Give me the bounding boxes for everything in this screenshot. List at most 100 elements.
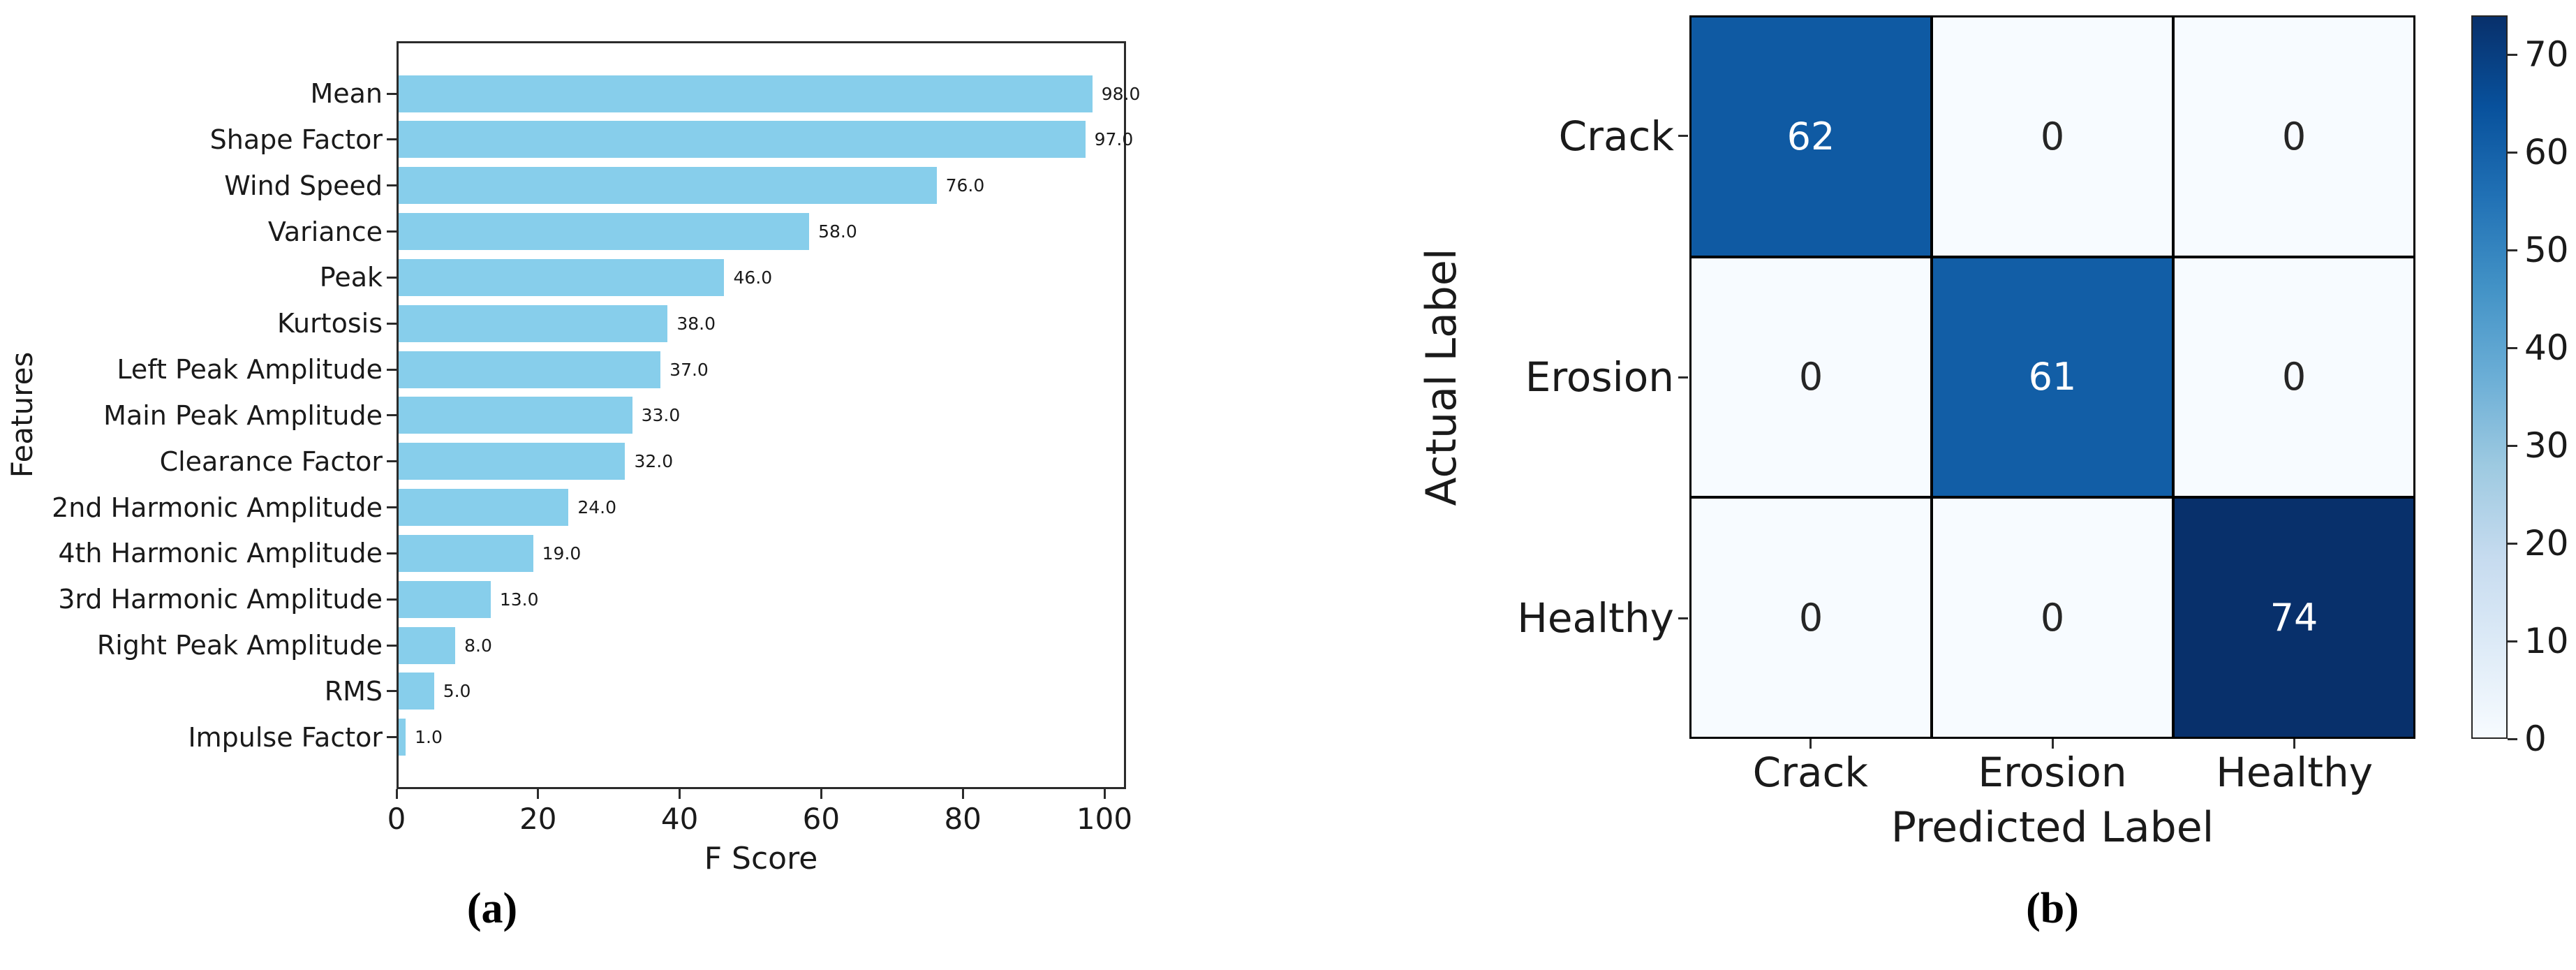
matrix-cell: 0 (1933, 17, 2172, 256)
bar (399, 121, 1086, 159)
x-axis-title: F Score (704, 841, 818, 876)
colorbar-tick-label: 20 (2524, 523, 2569, 564)
x-axis-title: Predicted Label (1890, 803, 2214, 852)
colorbar-tick-label: 30 (2524, 425, 2569, 466)
bar-value-label: 58.0 (818, 221, 857, 242)
x-tick-label: 80 (944, 802, 982, 836)
y-tick-label: 2nd Harmonic Amplitude (52, 492, 383, 523)
bar (399, 534, 533, 572)
bar-value-label: 1.0 (415, 727, 443, 748)
matrix-cell: 74 (2175, 499, 2413, 737)
y-tick-label: RMS (324, 675, 383, 707)
matrix-cell: 61 (1933, 258, 2172, 497)
y-tick-mark (387, 184, 397, 187)
matrix-x-tick-mark (2293, 739, 2296, 749)
matrix-y-tick-mark (1678, 135, 1688, 138)
matrix-row-label: Healthy (1517, 594, 1674, 642)
bar-value-label: 19.0 (542, 543, 582, 564)
bar (399, 673, 434, 710)
colorbar-tick-mark (2508, 542, 2517, 545)
matrix-cell: 62 (1692, 17, 1930, 256)
bar (399, 443, 626, 480)
matrix-x-tick-mark (1809, 739, 1812, 749)
y-tick-mark (387, 598, 397, 601)
matrix-y-tick-mark (1678, 376, 1688, 379)
colorbar (2471, 15, 2508, 739)
x-tick-label: 60 (802, 802, 841, 836)
bar-chart-plot-area: 98.0 97.0 76.0 58.0 46.0 38.0 37.0 33.0 32.0 24.0… (397, 41, 1140, 789)
bar-value-label: 8.0 (464, 635, 492, 656)
colorbar-tick-label: 70 (2524, 34, 2569, 75)
y-tick-mark (387, 322, 397, 325)
y-tick-mark (387, 552, 397, 554)
bar-value-label: 98.0 (1101, 83, 1141, 104)
y-tick-mark (387, 414, 397, 417)
colorbar-tick-mark (2508, 346, 2517, 349)
y-tick-mark (387, 460, 397, 463)
y-tick-label: Mean (310, 78, 383, 109)
bar (399, 304, 668, 342)
y-tick-mark (387, 368, 397, 371)
bar-value-label: 97.0 (1094, 129, 1134, 150)
bar-value-label: 24.0 (577, 497, 617, 518)
x-tick-label: 20 (519, 802, 557, 836)
colorbar-tick-label: 10 (2524, 621, 2569, 661)
bar (399, 75, 1093, 112)
y-tick-label: Kurtosis (276, 308, 383, 339)
y-tick-label: 4th Harmonic Amplitude (58, 538, 383, 569)
bar-value-label: 38.0 (676, 313, 716, 334)
matrix-cell: 0 (2175, 17, 2413, 256)
matrix-cell: 0 (1933, 499, 2172, 737)
matrix-cell: 0 (1692, 258, 1930, 497)
colorbar-tick-mark (2508, 151, 2517, 154)
matrix-column-label: Erosion (1978, 749, 2127, 796)
y-tick-mark (387, 506, 397, 509)
y-tick-label: Shape Factor (209, 124, 383, 155)
y-tick-label: Main Peak Amplitude (103, 399, 383, 431)
matrix-y-tick-mark (1678, 617, 1688, 619)
bar-value-label: 46.0 (733, 267, 773, 288)
x-tick-label: 40 (660, 802, 699, 836)
y-tick-mark (387, 230, 397, 233)
y-tick-mark (387, 92, 397, 95)
colorbar-tick-label: 0 (2524, 719, 2547, 759)
colorbar-tick-label: 60 (2524, 132, 2569, 172)
y-tick-label: Variance (267, 216, 383, 247)
colorbar-tick-label: 50 (2524, 230, 2569, 270)
bar (399, 258, 725, 296)
bar (399, 351, 661, 388)
bar (399, 626, 456, 664)
colorbar-tick-mark (2508, 53, 2517, 56)
bar-value-label: 5.0 (443, 681, 471, 702)
y-tick-label: Right Peak Amplitude (96, 630, 383, 661)
colorbar-tick-mark (2508, 737, 2517, 740)
x-tick-mark (820, 789, 822, 799)
y-tick-mark (387, 276, 397, 279)
y-tick-label: Wind Speed (224, 170, 383, 201)
matrix-column-label: Crack (1752, 749, 1869, 796)
confusion-matrix-grid: 62 0 0 0 61 0 0 0 74 (1689, 15, 2415, 739)
bar (399, 213, 810, 251)
bar-value-label: 76.0 (945, 175, 985, 196)
bar-value-label: 13.0 (499, 589, 539, 610)
matrix-x-tick-mark (2051, 739, 2054, 749)
bar (399, 719, 406, 756)
bar (399, 397, 632, 434)
x-tick-label: 100 (1076, 802, 1133, 836)
y-axis-title: Actual Label (1417, 248, 1466, 506)
colorbar-tick-mark (2508, 249, 2517, 251)
x-tick-mark (679, 789, 681, 799)
matrix-column-label: Healthy (2216, 749, 2374, 796)
y-tick-label: Clearance Factor (159, 446, 383, 477)
x-tick-mark (1103, 789, 1106, 799)
matrix-row-label: Erosion (1525, 353, 1674, 401)
x-tick-mark (961, 789, 964, 799)
y-tick-mark (387, 690, 397, 693)
y-axis-title: Features (5, 351, 39, 478)
bar (399, 489, 569, 527)
bar (399, 580, 491, 618)
x-tick-label: 0 (387, 802, 406, 836)
matrix-cell: 0 (2175, 258, 2413, 497)
y-tick-label: Impulse Factor (188, 721, 383, 753)
